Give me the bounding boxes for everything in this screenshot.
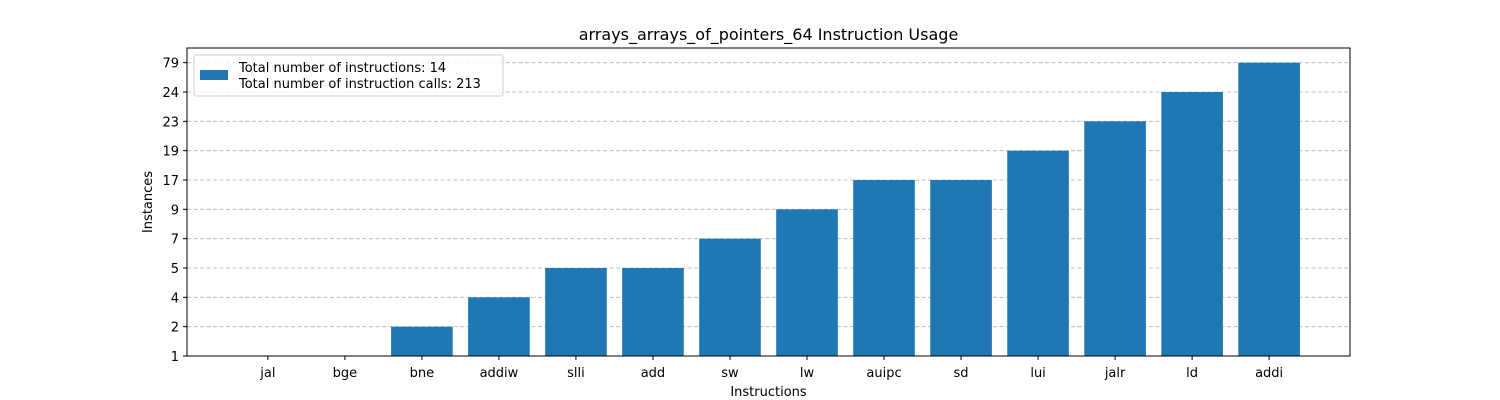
x-tick-label-bne: bne: [410, 366, 435, 381]
bar-jalr: [1084, 121, 1146, 356]
bar-slli: [545, 268, 607, 356]
y-tick-label: 1: [171, 350, 179, 365]
y-tick-label: 17: [162, 174, 179, 189]
gridlines: [187, 62, 1350, 357]
x-axis-label: Instructions: [730, 385, 807, 400]
y-tick-label: 4: [171, 291, 179, 306]
y-tick-label: 9: [171, 203, 179, 218]
bar-add: [622, 268, 684, 356]
bar-ld: [1161, 92, 1223, 356]
y-tick-label: 19: [162, 145, 179, 160]
legend: Total number of instructions: 14 Total n…: [193, 54, 504, 97]
bar-sd: [930, 180, 992, 356]
x-axis-ticks: jal bge bne addiw slli add sw lw auipc sd lui jalr l…: [259, 356, 1283, 381]
y-tick-label: 23: [162, 115, 179, 130]
y-tick-label: 2: [171, 321, 179, 336]
x-tick-label-auipc: auipc: [866, 366, 901, 381]
x-tick-label-add: add: [641, 366, 665, 381]
bar-sw: [699, 238, 761, 356]
x-tick-label-bge: bge: [333, 366, 358, 381]
chart-title: arrays_arrays_of_pointers_64 Instruction…: [579, 25, 959, 45]
x-tick-label-addi: addi: [1255, 366, 1283, 381]
y-tick-label: 24: [162, 86, 179, 101]
bar-lui: [1007, 150, 1069, 356]
x-tick-label-jalr: jalr: [1104, 366, 1126, 381]
legend-box: [193, 54, 504, 97]
y-tick-label: 79: [162, 57, 179, 72]
x-tick-label-ld: ld: [1186, 366, 1198, 381]
bar-auipc: [853, 180, 915, 356]
y-axis-label: Instances: [141, 171, 156, 233]
plot-frame: [186, 47, 1351, 357]
x-tick-label-jal: jal: [259, 366, 275, 381]
y-tick-label: 7: [171, 233, 179, 248]
bar-lw: [776, 209, 838, 356]
bar-bne: [391, 326, 453, 356]
x-tick-label-sw: sw: [721, 366, 739, 381]
x-tick-label-addiw: addiw: [480, 366, 519, 381]
legend-text-instruction-calls: Total number of instruction calls: 213: [238, 77, 481, 92]
x-tick-label-sd: sd: [954, 366, 969, 381]
bars: [391, 62, 1300, 357]
x-tick-label-lui: lui: [1030, 366, 1045, 381]
y-tick-label: 5: [171, 262, 179, 277]
bar-addi: [1238, 62, 1300, 357]
legend-swatch: [200, 70, 228, 80]
bar-addiw: [468, 297, 530, 356]
x-tick-label-slli: slli: [567, 366, 585, 381]
x-tick-label-lw: lw: [800, 366, 815, 381]
legend-text-instructions: Total number of instructions: 14: [238, 61, 446, 76]
